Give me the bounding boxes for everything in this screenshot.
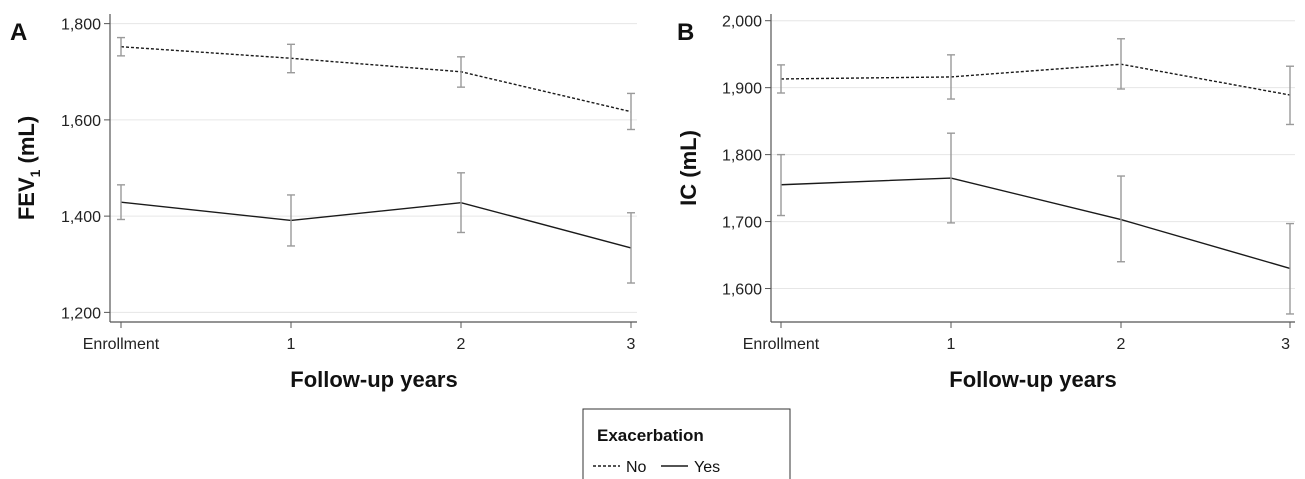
y-axis-title: IC (mL) bbox=[676, 130, 701, 206]
x-axis-title: Follow-up years bbox=[949, 367, 1116, 392]
y-axis-title-main: IC (mL) bbox=[676, 130, 701, 206]
error-bar bbox=[947, 54, 955, 100]
y-tick-label: 2,000 bbox=[722, 14, 762, 31]
error-bar bbox=[947, 132, 955, 224]
y-axis-title-main: FEV bbox=[14, 177, 39, 220]
x-tick-label: 3 bbox=[627, 336, 636, 353]
error-bar bbox=[287, 43, 295, 74]
y-tick-label: 1,600 bbox=[722, 282, 762, 299]
y-tick-label: 1,800 bbox=[722, 148, 762, 165]
y-axis-title: FEV1 (mL) bbox=[14, 116, 43, 220]
series-no bbox=[777, 38, 1294, 126]
error-bar bbox=[1117, 38, 1125, 90]
legend-label-yes: Yes bbox=[694, 459, 720, 476]
legend-label-no: No bbox=[626, 459, 647, 476]
series-yes bbox=[777, 132, 1294, 315]
panel-label: B bbox=[677, 19, 694, 46]
error-bar bbox=[777, 64, 785, 94]
x-axis-title: Follow-up years bbox=[290, 367, 457, 392]
error-bar bbox=[777, 153, 785, 217]
y-tick-label: 1,800 bbox=[61, 17, 101, 34]
error-bar bbox=[627, 212, 635, 284]
error-bar bbox=[1117, 175, 1125, 263]
panel-label: A bbox=[10, 19, 27, 46]
x-tick-label: 2 bbox=[1117, 336, 1126, 353]
x-tick-label: Enrollment bbox=[83, 336, 160, 353]
series-line-no bbox=[120, 46, 632, 113]
error-bar bbox=[457, 172, 465, 234]
chart-panel-b: 1,600 1,700 1,800 1,900 2,000 Enrollment 1 2 3 B I… bbox=[676, 14, 1295, 392]
y-tick-label: 1,700 bbox=[722, 215, 762, 232]
x-tick-label: 1 bbox=[947, 336, 956, 353]
y-tick-label: 1,900 bbox=[722, 81, 762, 98]
series-line-yes bbox=[780, 177, 1291, 270]
legend-title: Exacerbation bbox=[597, 426, 704, 445]
series-line-yes bbox=[120, 201, 632, 249]
legend: Exacerbation No Yes bbox=[582, 408, 791, 479]
series-yes bbox=[117, 172, 635, 284]
error-bar bbox=[117, 36, 125, 57]
series-line-no bbox=[780, 63, 1291, 96]
y-tick-label: 1,600 bbox=[61, 113, 101, 130]
error-bar bbox=[1286, 222, 1294, 315]
x-tick-label: Enrollment bbox=[743, 336, 820, 353]
x-tick-label: 1 bbox=[287, 336, 296, 353]
error-bar bbox=[457, 56, 465, 88]
y-tick-label: 1,200 bbox=[61, 305, 101, 322]
error-bar bbox=[627, 92, 635, 131]
y-axis-title-unit: (mL) bbox=[14, 116, 39, 170]
legend-box bbox=[582, 408, 791, 479]
x-tick-label: 2 bbox=[457, 336, 466, 353]
error-bar bbox=[287, 194, 295, 247]
series-no bbox=[117, 36, 635, 131]
x-tick-label: 3 bbox=[1281, 336, 1290, 353]
error-bar bbox=[1286, 65, 1294, 126]
error-bar bbox=[117, 184, 125, 221]
y-axis-title-subscript: 1 bbox=[27, 169, 43, 177]
y-tick-label: 1,400 bbox=[61, 209, 101, 226]
